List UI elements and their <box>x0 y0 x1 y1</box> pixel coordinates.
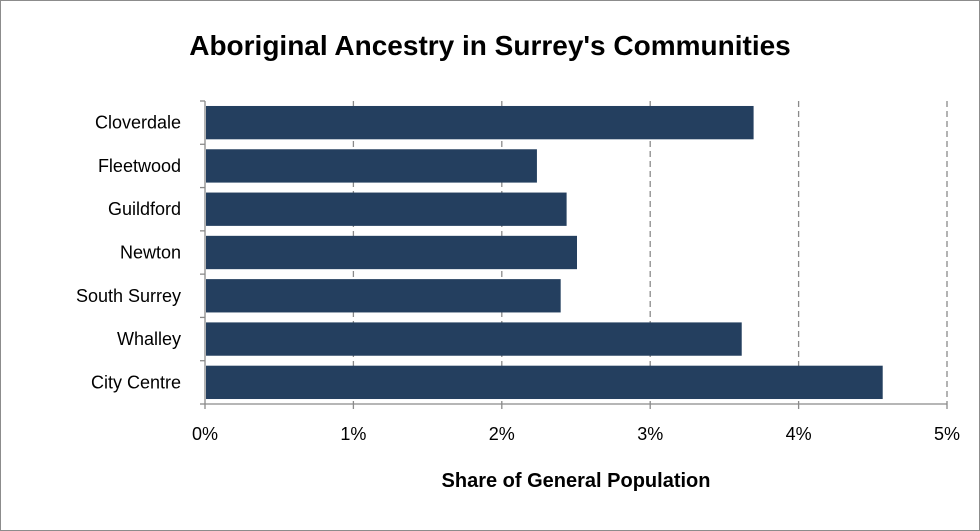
axes <box>200 100 948 409</box>
category-label: City Centre <box>91 372 181 392</box>
category-label: Newton <box>120 243 181 263</box>
x-tick-label: 4% <box>786 424 812 444</box>
bar-cloverdale <box>206 105 754 140</box>
x-tick-label: 0% <box>192 424 218 444</box>
category-label: Whalley <box>117 329 181 349</box>
tick-labels: Cloverdale Fleetwood Guildford Newton South … <box>76 113 960 444</box>
x-tick-label: 1% <box>340 424 366 444</box>
category-label: Guildford <box>108 199 181 219</box>
x-axis-label: Share of General Population <box>441 470 711 492</box>
bar-fleetwood <box>206 149 537 183</box>
bars <box>206 105 883 400</box>
category-label: Fleetwood <box>98 156 181 176</box>
x-tick-label: 2% <box>489 424 515 444</box>
bar-newton <box>206 235 577 270</box>
bar-whalley <box>206 322 742 356</box>
x-tick-label: 5% <box>934 424 960 444</box>
bar-city-centre <box>206 365 883 400</box>
x-tick-label: 3% <box>637 424 663 444</box>
bar-guildford <box>206 192 567 226</box>
chart-title: Aboriginal Ancestry in Surrey's Communit… <box>189 30 791 61</box>
bar-south-surrey <box>206 279 561 313</box>
category-label: Cloverdale <box>95 113 181 133</box>
category-label: South Surrey <box>76 286 181 306</box>
